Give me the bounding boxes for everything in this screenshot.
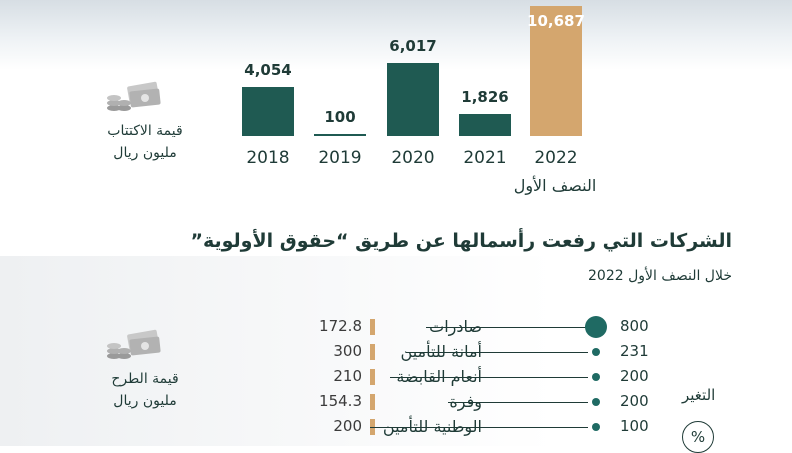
year-label-2021: 2021 [463,148,507,168]
change-value: 231 [620,342,649,360]
ipo-value-label-line2: مليون ريال [113,145,177,161]
offer-value-label: قيمة الطرح مليون ريال [100,368,190,412]
bar-2019 [314,134,366,136]
ipo-value-label-line1: قيمة الاكتتاب [107,123,183,139]
change-value: 200 [620,367,649,385]
bar-value-2019: 100 [324,108,356,126]
change-value: 800 [620,317,649,335]
money-stack-icon-2 [106,326,162,362]
change-dot [585,316,607,338]
company-name: أنعام القابضة [396,367,482,386]
section-title: الشركات التي رفعت رأسمالها عن طريق “حقوق… [190,230,732,252]
bar-2022 [530,6,582,136]
change-value: 200 [620,392,649,410]
bar-2018 [242,86,294,136]
year-label-2019: 2019 [318,148,362,168]
offer-value: 200 [333,417,362,435]
change-header: التغير [682,386,716,404]
company-name: صادرات [429,317,482,336]
change-dot [592,423,600,431]
offer-value-label-line2: مليون ريال [113,393,177,409]
offer-value: 300 [333,342,362,360]
year-label-2020: 2020 [391,148,435,168]
change-dot [592,373,600,381]
header-banner [0,0,792,70]
bar-value-2022: 10,687 [527,12,585,30]
percent-unit: % [682,421,714,453]
bar-value-2021: 1,826 [461,87,509,106]
ipo-value-chart: النصف الأول 4,054 2018 100 2019 6,017 2020 1,8… [0,0,792,210]
offer-value: 172.8 [319,317,362,335]
bar-2020 [387,62,439,136]
connector-line [390,377,588,378]
connector-line [448,402,588,403]
list-item: 172.8 صادرات 800 [0,315,792,339]
offer-value: 210 [333,367,362,385]
list-item: 210 أنعام القابضة 200 [0,365,792,389]
change-dot [592,398,600,406]
connector-line [426,327,588,328]
value-tick [370,394,375,410]
connector-line [406,352,588,353]
offer-value-label-line1: قيمة الطرح [111,371,179,387]
company-name: وفرة [449,392,482,411]
connector-line [370,427,588,428]
value-tick [370,319,375,335]
section-subtitle: خلال النصف الأول 2022 [588,268,732,284]
bar-value-2018: 4,054 [244,60,292,79]
company-name: أمانة للتأمين [400,342,482,361]
year-label-2022: 2022 [534,148,578,168]
list-item: 154.3 وفرة 200 [0,390,792,414]
bar-value-2020: 6,017 [389,36,437,55]
ipo-value-label: قيمة الاكتتاب مليون ريال [100,120,190,164]
offer-value: 154.3 [319,392,362,410]
half-year-note: النصف الأول [513,176,597,195]
bar-2021 [459,113,511,136]
list-item: 300 أمانة للتأمين 231 [0,340,792,364]
list-item: 200 الوطنية للتأمين 100 [0,415,792,439]
company-name: الوطنية للتأمين [382,417,482,436]
change-value: 100 [620,417,649,435]
value-tick [370,344,375,360]
change-dot [592,348,600,356]
year-label-2018: 2018 [246,148,290,168]
money-stack-icon [106,78,162,114]
value-tick [370,369,375,385]
